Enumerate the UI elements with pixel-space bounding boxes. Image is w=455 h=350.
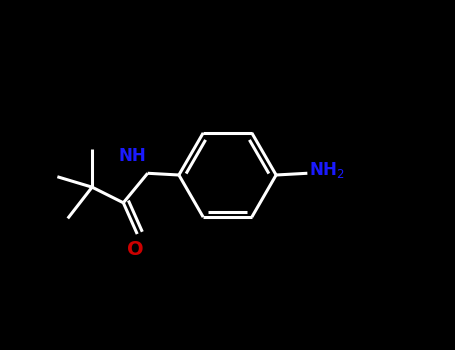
Text: NH: NH bbox=[118, 147, 146, 164]
Text: O: O bbox=[127, 240, 144, 259]
Text: NH$_2$: NH$_2$ bbox=[309, 161, 345, 181]
